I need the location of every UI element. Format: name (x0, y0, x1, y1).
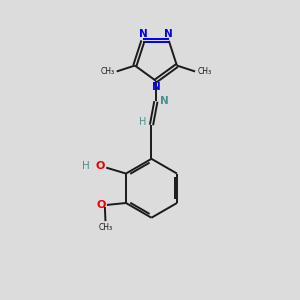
Text: N: N (152, 82, 160, 92)
Text: H: H (82, 161, 90, 171)
Text: CH₃: CH₃ (98, 224, 112, 232)
Text: N: N (139, 29, 147, 39)
Text: N: N (164, 29, 173, 39)
Text: O: O (96, 200, 106, 210)
Text: N: N (160, 96, 169, 106)
Text: CH₃: CH₃ (100, 67, 114, 76)
Text: O: O (95, 161, 105, 171)
Text: H: H (139, 117, 146, 127)
Text: CH₃: CH₃ (197, 67, 212, 76)
